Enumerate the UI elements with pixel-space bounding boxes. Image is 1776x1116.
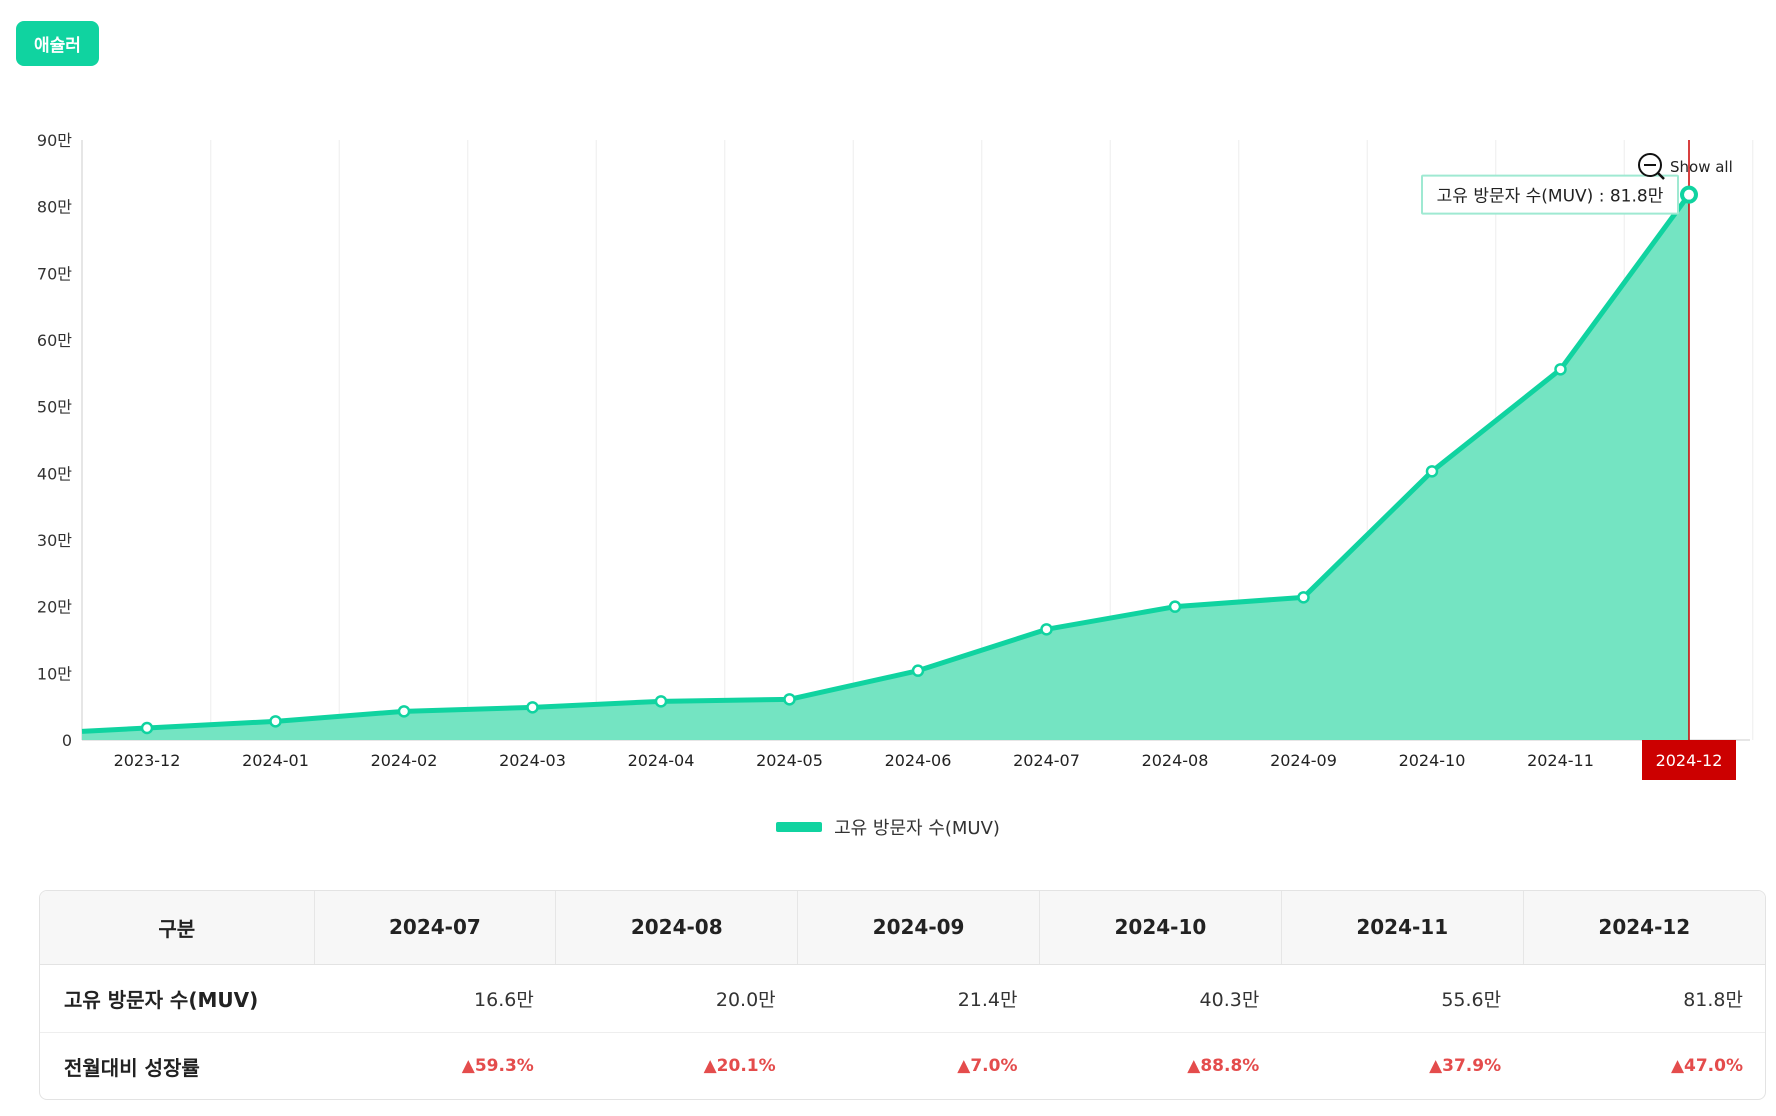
area-fill — [82, 194, 1689, 740]
legend-swatch — [776, 822, 823, 832]
x-tick-label: 2024-09 — [1270, 751, 1337, 770]
growth-cell: ▲88.8% — [1187, 1056, 1260, 1077]
table-cell: 16.6만 — [474, 988, 534, 1011]
y-tick-label: 10만 — [37, 664, 72, 683]
table-cell: 40.3만 — [1199, 988, 1260, 1011]
header-cell: 2024-09 — [797, 891, 1040, 965]
data-point — [911, 664, 925, 677]
growth-cell: ▲47.0% — [1670, 1056, 1743, 1077]
header-cell: 2024-11 — [1281, 891, 1524, 965]
header-cell: 2024-08 — [555, 891, 799, 965]
x-tick-highlight — [1642, 740, 1736, 780]
row-label-growth: 전월대비 성장률 — [64, 1055, 200, 1080]
y-tick-label: 30만 — [37, 531, 72, 550]
growth-cell: ▲59.3% — [461, 1056, 534, 1077]
x-tick-label: 2024-03 — [499, 751, 566, 770]
x-tick-label: 2024-02 — [371, 751, 438, 770]
y-tick-label: 90만 — [37, 131, 72, 150]
tooltip: 고유 방문자 수(MUV) : 81.8만 — [1421, 174, 1679, 215]
data-point — [269, 715, 282, 728]
data-point — [397, 705, 411, 718]
growth-cell: ▲37.9% — [1429, 1056, 1502, 1077]
growth-cell: ▲20.1% — [703, 1056, 776, 1077]
chart-legend[interactable]: 고유 방문자 수(MUV) — [0, 812, 1776, 842]
y-tick-label: 0 — [62, 731, 72, 750]
y-tick-label: 40만 — [37, 464, 72, 483]
x-tick-label: 2024-01 — [242, 751, 309, 770]
x-tick-label: 2024-05 — [756, 751, 823, 770]
y-tick-label: 60만 — [37, 331, 72, 350]
header-cell: 2024-12 — [1523, 891, 1765, 965]
y-tick-label: 50만 — [37, 398, 72, 417]
x-tick-label: 2024-11 — [1527, 751, 1594, 770]
data-point — [783, 693, 796, 706]
row-label-muv: 고유 방문자 수(MUV) — [64, 987, 259, 1012]
line-area-chart: 0 10만 20만 30만 40만 50만 60만 70만 80만 90만 2023-12 2024-… — [37, 131, 1754, 780]
show-all-label: Show all — [1670, 158, 1733, 176]
table-cell: 81.8만 — [1683, 988, 1743, 1011]
x-tick-label: 2024-04 — [628, 751, 695, 770]
data-point — [1297, 591, 1310, 604]
show-all-button[interactable]: Show all — [1638, 153, 1733, 180]
data-point — [140, 721, 154, 735]
data-point — [1168, 600, 1182, 613]
zoom-out-icon-handle — [1657, 172, 1665, 180]
summary-table: 구분 2024-07 2024-08 2024-09 2024-10 2024-… — [39, 890, 1766, 1100]
x-tick-label: 2024-06 — [885, 751, 952, 770]
x-tick-label: 2023-12 — [114, 751, 181, 770]
x-tick-label: 2024-08 — [1142, 751, 1209, 770]
header-cell: 2024-10 — [1039, 891, 1282, 965]
data-point — [526, 701, 539, 714]
data-point — [1040, 623, 1053, 636]
header-cell: 2024-07 — [314, 891, 557, 965]
tooltip-text: 고유 방문자 수(MUV) : 81.8만 — [1437, 187, 1664, 207]
data-point — [1554, 363, 1567, 376]
y-tick-label: 70만 — [37, 264, 72, 283]
data-point — [654, 695, 668, 708]
table-row: 고유 방문자 수(MUV) 16.6만 20.0만 21.4만 40.3만 55… — [40, 964, 1765, 1032]
x-tick-label: 2024-07 — [1013, 751, 1080, 770]
data-point — [1680, 185, 1698, 204]
x-tick-label: 2024-12 — [1656, 751, 1723, 770]
y-tick-label: 20만 — [37, 598, 72, 617]
legend-label: 고유 방문자 수(MUV) — [834, 818, 1000, 839]
table-cell: 55.6만 — [1441, 988, 1502, 1011]
x-tick-label: 2024-10 — [1399, 751, 1466, 770]
table-cell: 21.4만 — [957, 988, 1018, 1011]
table-cell: 20.0만 — [715, 988, 776, 1011]
table-header-row: 구분 2024-07 2024-08 2024-09 2024-10 2024-… — [40, 891, 1765, 965]
growth-cell: ▲7.0% — [957, 1056, 1018, 1077]
tooltip-box — [1421, 174, 1679, 215]
brand-tag[interactable]: 애슐러 — [16, 21, 99, 66]
header-cell: 구분 — [40, 891, 315, 965]
series-line — [81, 193, 1692, 734]
table-row: 전월대비 성장률 ▲59.3% ▲20.1% ▲7.0% ▲88.8% ▲37.… — [40, 1032, 1765, 1099]
data-point — [1425, 465, 1439, 478]
y-tick-label: 80만 — [37, 198, 72, 217]
